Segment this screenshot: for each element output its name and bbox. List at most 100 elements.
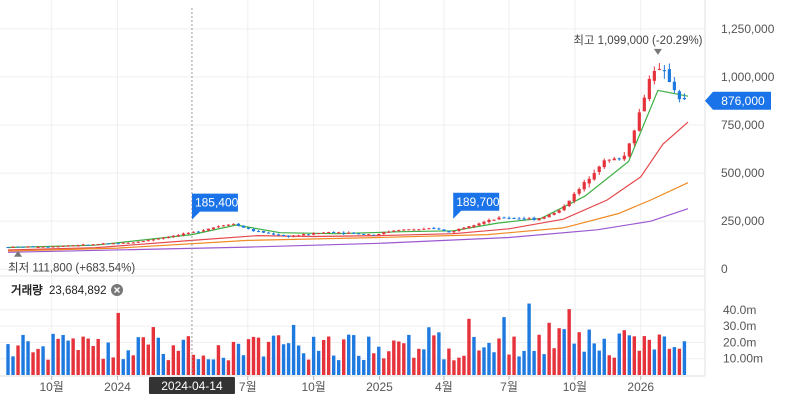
candle[interactable] bbox=[417, 228, 421, 231]
candle[interactable] bbox=[427, 227, 431, 230]
candle[interactable] bbox=[332, 231, 336, 234]
candle[interactable] bbox=[482, 220, 486, 225]
volume-bar[interactable] bbox=[387, 351, 391, 375]
volume-bar[interactable] bbox=[427, 327, 431, 375]
candle[interactable] bbox=[437, 227, 441, 230]
volume-bar[interactable] bbox=[116, 312, 120, 375]
volume-bar[interactable] bbox=[326, 336, 331, 375]
candle[interactable] bbox=[251, 228, 256, 232]
candle[interactable] bbox=[402, 229, 406, 231]
volume-bar[interactable] bbox=[487, 342, 491, 375]
volume-bar[interactable] bbox=[176, 350, 181, 375]
volume-bar[interactable] bbox=[296, 345, 301, 375]
volume-bar[interactable] bbox=[196, 359, 201, 375]
candle[interactable] bbox=[622, 151, 626, 162]
volume-bar[interactable] bbox=[156, 337, 161, 375]
volume-bar[interactable] bbox=[271, 335, 276, 375]
candle[interactable] bbox=[362, 233, 366, 235]
volume-bar[interactable] bbox=[412, 357, 416, 375]
candle[interactable] bbox=[582, 179, 586, 192]
volume-bar[interactable] bbox=[357, 355, 361, 375]
candle[interactable] bbox=[532, 216, 536, 221]
candle[interactable] bbox=[41, 246, 45, 248]
candle[interactable] bbox=[452, 230, 456, 234]
volume-bar[interactable] bbox=[392, 340, 396, 375]
volume-bar[interactable] bbox=[231, 341, 236, 375]
candle[interactable] bbox=[246, 227, 251, 230]
volume-bar[interactable] bbox=[367, 336, 371, 375]
candle[interactable] bbox=[297, 234, 301, 237]
candle[interactable] bbox=[647, 75, 651, 102]
candle[interactable] bbox=[302, 233, 306, 236]
candle[interactable] bbox=[131, 241, 135, 244]
volume-bar[interactable] bbox=[151, 327, 156, 375]
candle[interactable] bbox=[412, 228, 416, 231]
volume-bar[interactable] bbox=[657, 334, 662, 375]
candle[interactable] bbox=[56, 246, 60, 248]
candle[interactable] bbox=[447, 230, 451, 233]
volume-bar[interactable] bbox=[527, 303, 531, 375]
volume-bar[interactable] bbox=[146, 344, 150, 375]
volume-bar[interactable] bbox=[547, 322, 551, 375]
volume-bar[interactable] bbox=[617, 333, 621, 375]
candle[interactable] bbox=[211, 227, 216, 231]
candle[interactable] bbox=[76, 244, 80, 247]
volume-bar[interactable] bbox=[647, 339, 652, 375]
candle[interactable] bbox=[527, 217, 531, 220]
candle[interactable] bbox=[171, 235, 175, 238]
volume-bar[interactable] bbox=[347, 334, 351, 375]
candles[interactable] bbox=[6, 63, 687, 249]
candle[interactable] bbox=[206, 228, 211, 232]
candle[interactable] bbox=[557, 209, 561, 214]
candle[interactable] bbox=[422, 227, 426, 230]
volume-bar[interactable] bbox=[587, 329, 591, 375]
volume-bar[interactable] bbox=[562, 329, 566, 375]
candle[interactable] bbox=[11, 246, 15, 248]
candle[interactable] bbox=[347, 231, 351, 234]
candle[interactable] bbox=[111, 242, 115, 245]
volume-bar[interactable] bbox=[161, 353, 166, 375]
volume-bar[interactable] bbox=[291, 324, 296, 375]
close-icon[interactable] bbox=[111, 284, 123, 296]
candle[interactable] bbox=[51, 245, 55, 248]
candle[interactable] bbox=[682, 93, 687, 101]
volume-bar[interactable] bbox=[131, 355, 135, 375]
volume-bar[interactable] bbox=[226, 360, 231, 375]
volume-bar[interactable] bbox=[246, 339, 251, 375]
volume-bar[interactable] bbox=[417, 348, 421, 375]
volume-bar[interactable] bbox=[71, 338, 75, 375]
volume-bar[interactable] bbox=[372, 353, 376, 375]
volume-bar[interactable] bbox=[442, 359, 446, 375]
volume-bar[interactable] bbox=[306, 359, 311, 375]
volume-bar[interactable] bbox=[21, 334, 25, 375]
volume-bar[interactable] bbox=[261, 356, 266, 375]
volume-bar[interactable] bbox=[407, 334, 411, 375]
candle[interactable] bbox=[637, 108, 641, 132]
volume-bar[interactable] bbox=[632, 336, 637, 375]
volume-bar[interactable] bbox=[121, 359, 125, 375]
volume-bar[interactable] bbox=[331, 355, 336, 375]
candle[interactable] bbox=[312, 232, 316, 236]
volume-bar[interactable] bbox=[211, 359, 216, 375]
candle[interactable] bbox=[136, 241, 140, 243]
volume-bar[interactable] bbox=[26, 341, 30, 375]
volume-bar[interactable] bbox=[627, 335, 631, 375]
candle[interactable] bbox=[617, 157, 621, 161]
volume-bar[interactable] bbox=[512, 336, 516, 375]
candle[interactable] bbox=[216, 225, 221, 228]
candle[interactable] bbox=[31, 246, 35, 248]
candle[interactable] bbox=[397, 229, 401, 232]
volume-bar[interactable] bbox=[567, 309, 571, 375]
candle[interactable] bbox=[196, 230, 200, 233]
volume-bar[interactable] bbox=[91, 345, 95, 375]
volume-bar[interactable] bbox=[537, 334, 541, 375]
candle[interactable] bbox=[352, 232, 356, 235]
volume-bar[interactable] bbox=[321, 340, 326, 375]
candle[interactable] bbox=[587, 176, 591, 188]
volume-bar[interactable] bbox=[437, 332, 441, 375]
candle[interactable] bbox=[236, 223, 241, 227]
volume-bar[interactable] bbox=[76, 350, 80, 375]
candle[interactable] bbox=[126, 242, 130, 244]
candle[interactable] bbox=[101, 242, 105, 245]
